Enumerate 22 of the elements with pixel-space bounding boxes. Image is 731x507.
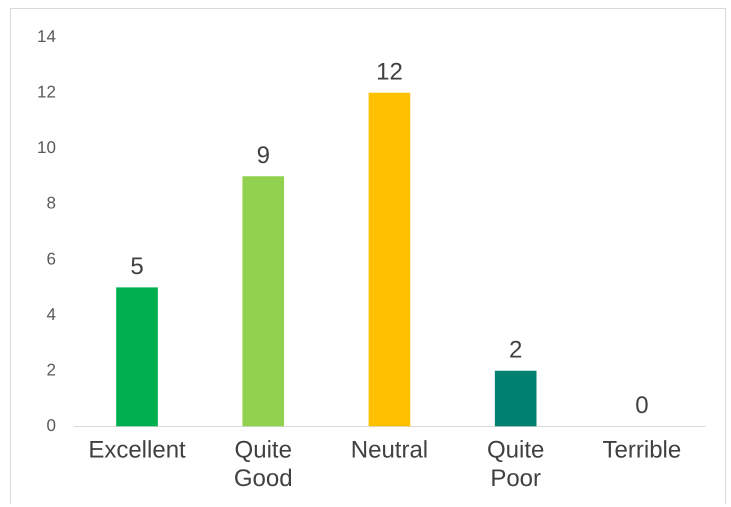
bar — [368, 92, 410, 426]
y-tick-label: 0 — [46, 416, 56, 436]
bar — [116, 287, 158, 426]
x-tick-label: Neutral — [350, 436, 428, 464]
y-tick-label: 14 — [36, 26, 56, 46]
bar — [494, 370, 536, 426]
data-label: 5 — [130, 253, 144, 280]
data-label: 9 — [256, 142, 270, 169]
x-tick-label: Excellent — [88, 436, 186, 464]
y-tick-label: 8 — [46, 194, 56, 213]
bar — [242, 176, 284, 426]
x-tick-label: Quite Poor — [486, 436, 544, 492]
y-tick-label: 6 — [46, 249, 56, 268]
x-tick-label: Quite Good — [234, 436, 293, 492]
y-tick-label: 2 — [46, 360, 56, 380]
y-tick-label: 12 — [36, 82, 56, 102]
data-label: 12 — [376, 58, 403, 86]
data-label: 2 — [508, 336, 522, 364]
data-label: 0 — [635, 392, 649, 420]
y-tick-label: 10 — [36, 138, 56, 158]
y-tick-label: 4 — [46, 304, 56, 324]
x-tick-label: Terrible — [602, 436, 682, 464]
